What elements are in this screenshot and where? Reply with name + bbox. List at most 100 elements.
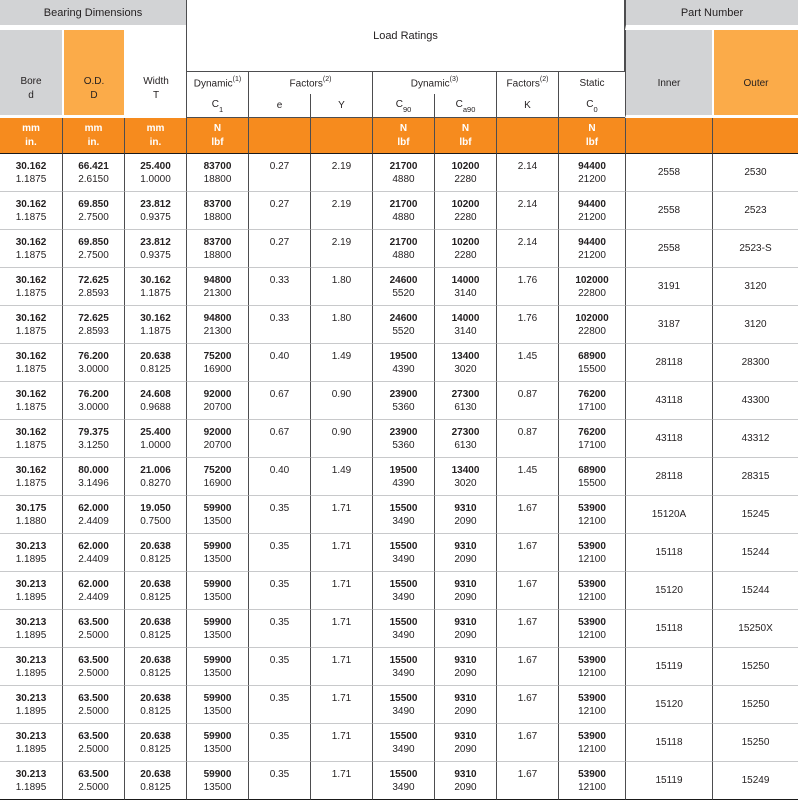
- value-primary: 53900: [578, 654, 606, 666]
- value-single: 0.35: [269, 768, 290, 780]
- cell-inner: 2558: [625, 192, 712, 230]
- value-secondary: 3140: [454, 325, 477, 337]
- value-secondary: 2.4409: [78, 591, 109, 603]
- cell-k: 2.14: [496, 230, 558, 268]
- value-primary: 76.200: [78, 350, 109, 362]
- cell-inner: 15119: [625, 648, 712, 686]
- value-single: 1.71: [331, 502, 352, 514]
- value-secondary: 2280: [454, 249, 477, 261]
- value-single: 1.80: [331, 274, 352, 286]
- cell-outer: 15250: [712, 686, 798, 724]
- cell-outer: 2523: [712, 192, 798, 230]
- value-secondary: 2090: [454, 553, 477, 565]
- units-cell-bore: mm in.: [0, 118, 62, 154]
- col-group-factors-ey: Factors(2): [248, 72, 372, 94]
- value-primary: 14000: [451, 274, 480, 286]
- value-single: 28118: [655, 471, 683, 482]
- value-secondary: 0.7500: [140, 515, 171, 527]
- col-symbol: C: [211, 99, 220, 110]
- value-primary: 15500: [389, 692, 418, 704]
- value-secondary: 1.1880: [15, 515, 47, 527]
- cell-k: 1.67: [496, 648, 558, 686]
- subscript: 0: [593, 105, 598, 114]
- value-primary: 53900: [578, 540, 606, 552]
- value-secondary: 4880: [392, 249, 415, 261]
- cell-e: 0.33: [248, 306, 310, 344]
- cell-e: 0.67: [248, 420, 310, 458]
- cell-od: 62.000 2.4409: [62, 534, 124, 572]
- value-primary: 20.638: [140, 654, 171, 666]
- value-primary: 62.000: [78, 540, 109, 552]
- cell-c1: 75200 16900: [186, 344, 248, 382]
- subscript: a90: [462, 105, 476, 114]
- units-cell-width: mm in.: [124, 118, 186, 154]
- footnote-ref: (1): [232, 75, 242, 83]
- value-single: 2.14: [517, 236, 538, 248]
- value-secondary: 3.1496: [78, 477, 109, 489]
- cell-k: 1.67: [496, 496, 558, 534]
- cell-ca90: 27300 6130: [434, 420, 496, 458]
- cell-k: 1.67: [496, 534, 558, 572]
- value-primary: 59900: [203, 616, 232, 628]
- value-single: 2558: [657, 243, 681, 254]
- cell-c0: 53900 12100: [558, 648, 625, 686]
- value-primary: 30.162: [15, 312, 47, 324]
- cell-y: 0.90: [310, 420, 372, 458]
- value-single: 15244: [741, 547, 770, 558]
- value-primary: 53900: [578, 768, 606, 780]
- cell-width: 23.812 0.9375: [124, 230, 186, 268]
- cell-bore: 30.213 1.1895: [0, 648, 62, 686]
- value-secondary: 0.9688: [140, 401, 171, 413]
- value-single: 1.45: [517, 350, 538, 362]
- unit-imperial: in.: [25, 136, 37, 148]
- value-single: 0.35: [269, 540, 290, 552]
- value-primary: 102000: [575, 274, 609, 286]
- value-secondary: 1.0000: [140, 173, 171, 185]
- table-row: 30.213 1.1895 63.500 2.5000 20.638 0.8125 5990…: [0, 762, 798, 800]
- footnote-ref: (3): [449, 75, 459, 83]
- value-primary: 13400: [451, 464, 480, 476]
- value-primary: 9310: [454, 578, 477, 590]
- value-primary: 13400: [451, 350, 480, 362]
- value-primary: 9310: [454, 502, 477, 514]
- value-secondary: 0.9375: [140, 211, 171, 223]
- value-primary: 30.213: [15, 540, 47, 552]
- value-single: 0.90: [331, 426, 352, 438]
- value-secondary: 1.1875: [15, 363, 47, 375]
- value-primary: 92000: [203, 426, 232, 438]
- value-single: 1.49: [331, 464, 352, 476]
- value-single: 43300: [741, 395, 770, 406]
- col-group-dynamic3: Dynamic(3): [372, 72, 496, 94]
- value-primary: 94400: [578, 236, 606, 248]
- value-primary: 80.000: [78, 464, 109, 476]
- value-primary: 30.162: [15, 350, 47, 362]
- cell-e: 0.35: [248, 572, 310, 610]
- value-secondary: 1.1875: [15, 401, 47, 413]
- value-primary: 19500: [389, 464, 418, 476]
- value-single: 43118: [655, 433, 683, 444]
- header-row-load-groups: Dynamic(1) Factors(2) Dynamic(3) Factors…: [0, 72, 798, 94]
- value-single: 0.40: [269, 350, 290, 362]
- value-primary: 69.850: [78, 236, 109, 248]
- value-single: 3120: [744, 281, 767, 292]
- value-secondary: 12100: [578, 781, 606, 793]
- value-primary: 62.000: [78, 578, 109, 590]
- cell-c0: 53900 12100: [558, 762, 625, 800]
- header-row-sections: Bearing Dimensions Load Ratings Part Num…: [0, 0, 798, 72]
- value-secondary: 4390: [392, 363, 415, 375]
- value-secondary: 13500: [203, 705, 232, 717]
- value-single: 0.33: [269, 312, 290, 324]
- value-secondary: 0.8125: [140, 743, 171, 755]
- col-header-outer: Outer: [712, 30, 798, 118]
- cell-e: 0.33: [248, 268, 310, 306]
- cell-bore: 30.162 1.1875: [0, 420, 62, 458]
- value-primary: 53900: [578, 502, 606, 514]
- value-single: 3120: [744, 319, 767, 330]
- col-header-c90: C90: [372, 94, 434, 118]
- value-single: 43118: [655, 395, 683, 406]
- col-label: Outer: [743, 78, 769, 89]
- value-secondary: 20700: [203, 401, 232, 413]
- cell-inner: 15120: [625, 686, 712, 724]
- col-symbol: e: [276, 100, 283, 111]
